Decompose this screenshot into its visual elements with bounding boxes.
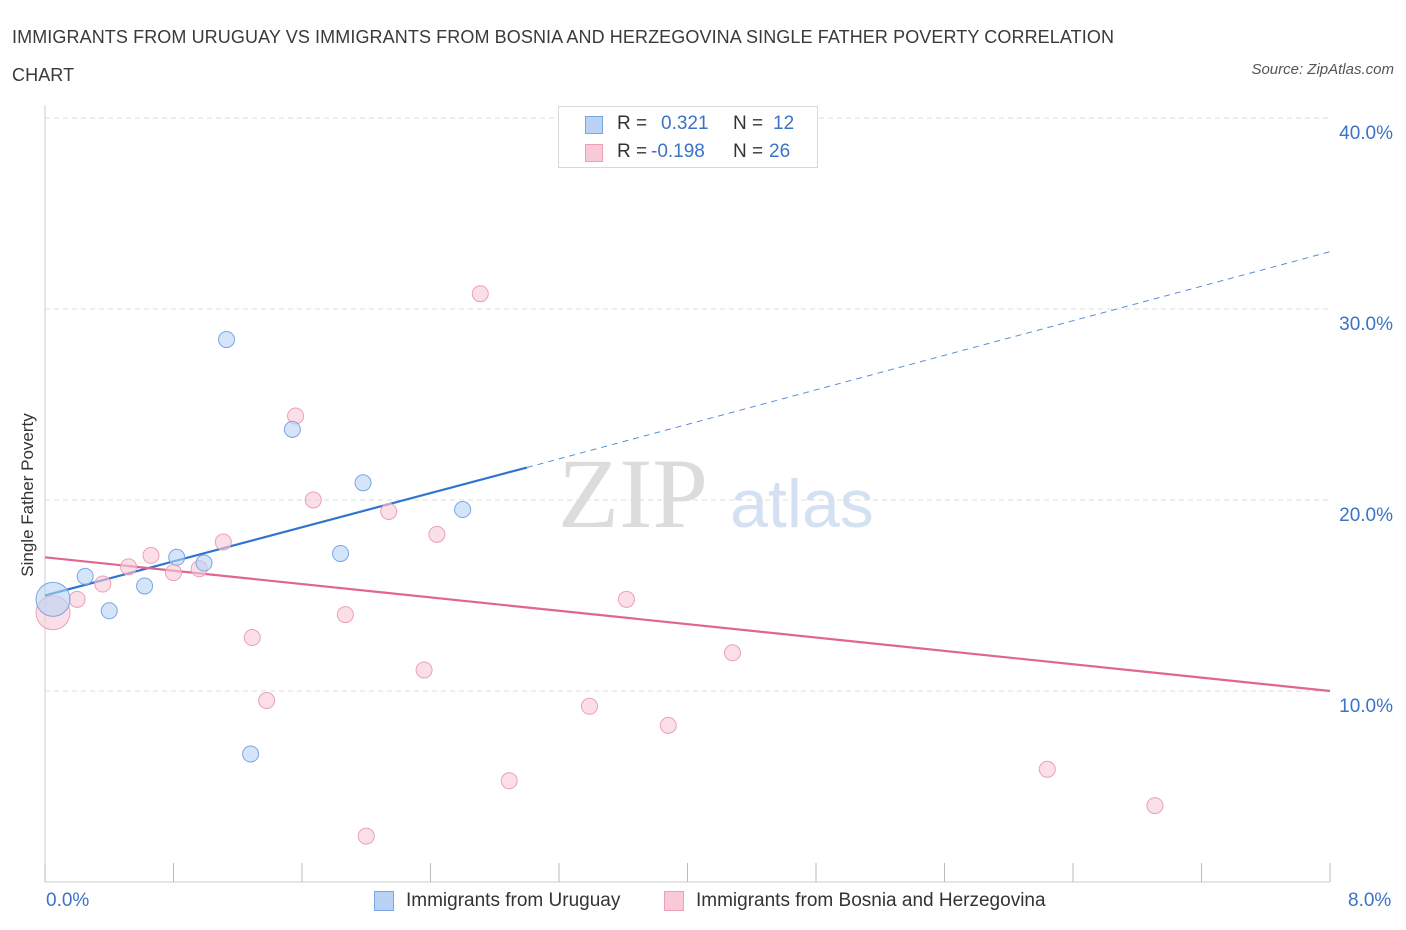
data-point-bosnia <box>723 644 741 662</box>
legend-n-label: N = <box>733 113 764 134</box>
data-point-uruguay <box>242 745 260 763</box>
data-point-bosnia <box>142 546 160 564</box>
data-point-uruguay <box>76 567 94 585</box>
x-tick-label: 0.0% <box>46 890 90 911</box>
y-tick-label: 10.0% <box>1339 696 1393 717</box>
y-tick-label: 20.0% <box>1339 505 1393 526</box>
legend-label-bosnia: Immigrants from Bosnia and Herzegovina <box>696 890 1046 911</box>
grid-lines <box>45 117 1330 692</box>
watermark-zip: ZIP <box>558 438 708 549</box>
data-point-uruguay <box>218 331 236 349</box>
data-point-bosnia <box>94 575 112 593</box>
data-point-bosnia <box>1146 797 1164 815</box>
legend-n-label: N = <box>733 141 764 162</box>
data-point-bosnia <box>214 533 232 551</box>
watermark-atlas: atlas <box>730 466 874 542</box>
data-point-bosnia <box>659 716 677 734</box>
legend-r-label: R = <box>617 113 648 134</box>
data-point-bosnia <box>471 285 489 303</box>
axes <box>44 105 1331 883</box>
legend-swatch-uruguay <box>374 891 394 911</box>
data-point-bosnia <box>380 502 398 520</box>
data-point-uruguay <box>332 544 350 562</box>
data-point-bosnia <box>120 558 138 576</box>
data-point-bosnia <box>415 661 433 679</box>
data-point-uruguay <box>136 577 154 595</box>
data-point-bosnia <box>500 772 518 790</box>
legend-n-value: 26 <box>769 141 791 162</box>
data-point-bosnia <box>357 827 375 845</box>
legend-r-value: -0.198 <box>651 141 705 162</box>
data-point-bosnia <box>617 590 635 608</box>
data-point-uruguay <box>354 474 372 492</box>
legend-n-value: 12 <box>773 113 795 134</box>
data-point-uruguay <box>283 420 301 438</box>
legend-label-uruguay: Immigrants from Uruguay <box>406 890 621 911</box>
zipatlas-watermark: ZIP atlas <box>558 438 874 549</box>
y-tick-label: 30.0% <box>1339 314 1393 335</box>
legend-swatch-bosnia <box>664 891 684 911</box>
data-points <box>35 138 1164 845</box>
data-point-uruguay <box>454 501 472 519</box>
legend-swatch-uruguay <box>585 116 603 134</box>
data-point-uruguay <box>195 554 213 572</box>
data-point-bosnia <box>68 590 86 608</box>
x-tick-label: 8.0% <box>1348 890 1392 911</box>
correlation-legend: R = 0.321 N = 12 R = -0.198 N = 26 <box>558 106 818 168</box>
data-point-bosnia <box>581 697 599 715</box>
source-label: Source: ZipAtlas.com <box>1251 61 1394 78</box>
data-point-bosnia <box>1038 760 1056 778</box>
data-point-bosnia <box>165 564 182 582</box>
legend-r-label: R = <box>617 141 648 162</box>
y-tick-label: 40.0% <box>1339 123 1393 144</box>
trend-line-uruguay <box>44 466 528 597</box>
data-point-bosnia <box>304 491 322 509</box>
data-point-uruguay <box>100 602 118 620</box>
data-point-bosnia <box>336 606 354 624</box>
trend-line-bosnia <box>44 556 1331 693</box>
data-point-uruguay <box>168 548 186 566</box>
data-point-bosnia <box>428 525 446 543</box>
chart-title: IMMIGRANTS FROM URUGUAY VS IMMIGRANTS FR… <box>12 27 1115 85</box>
legend-swatch-bosnia <box>585 144 603 162</box>
data-point-uruguay <box>35 581 71 617</box>
legend-r-value: 0.321 <box>661 113 709 134</box>
trend-line-uruguay-extension <box>526 251 1331 469</box>
data-point-bosnia <box>243 629 261 647</box>
data-point-bosnia <box>258 692 276 710</box>
y-axis-label: Single Father Poverty <box>18 413 37 577</box>
